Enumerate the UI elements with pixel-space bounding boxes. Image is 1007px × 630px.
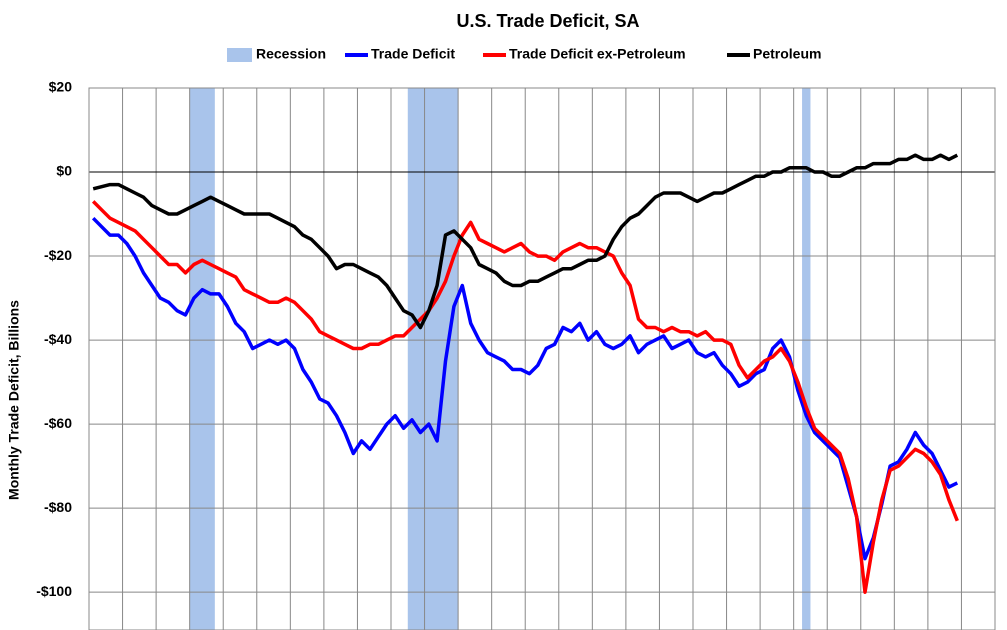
legend-label: Petroleum <box>753 46 821 62</box>
chart-title: U.S. Trade Deficit, SA <box>456 11 639 31</box>
y-tick-label: -$40 <box>44 331 72 347</box>
legend-swatch <box>227 48 252 62</box>
y-tick-label: $20 <box>49 79 73 95</box>
legend-label: Trade Deficit ex-Petroleum <box>509 46 686 62</box>
series-line <box>92 153 959 330</box>
legend-label: Recession <box>256 46 326 62</box>
y-tick-label: -$20 <box>44 247 72 263</box>
y-tick-label: -$100 <box>36 583 72 599</box>
y-axis-label: Monthly Trade Deficit, Billions <box>6 300 22 500</box>
series-line <box>91 216 959 561</box>
y-tick-label: -$60 <box>44 415 72 431</box>
plot-frame <box>88 87 996 630</box>
y-tick-label: $0 <box>56 163 72 179</box>
legend-label: Trade Deficit <box>371 46 455 62</box>
series-line <box>91 200 959 594</box>
recession-band <box>407 88 459 630</box>
recession-band <box>189 88 215 630</box>
recession-band <box>802 88 811 630</box>
y-tick-label: -$80 <box>44 499 72 515</box>
